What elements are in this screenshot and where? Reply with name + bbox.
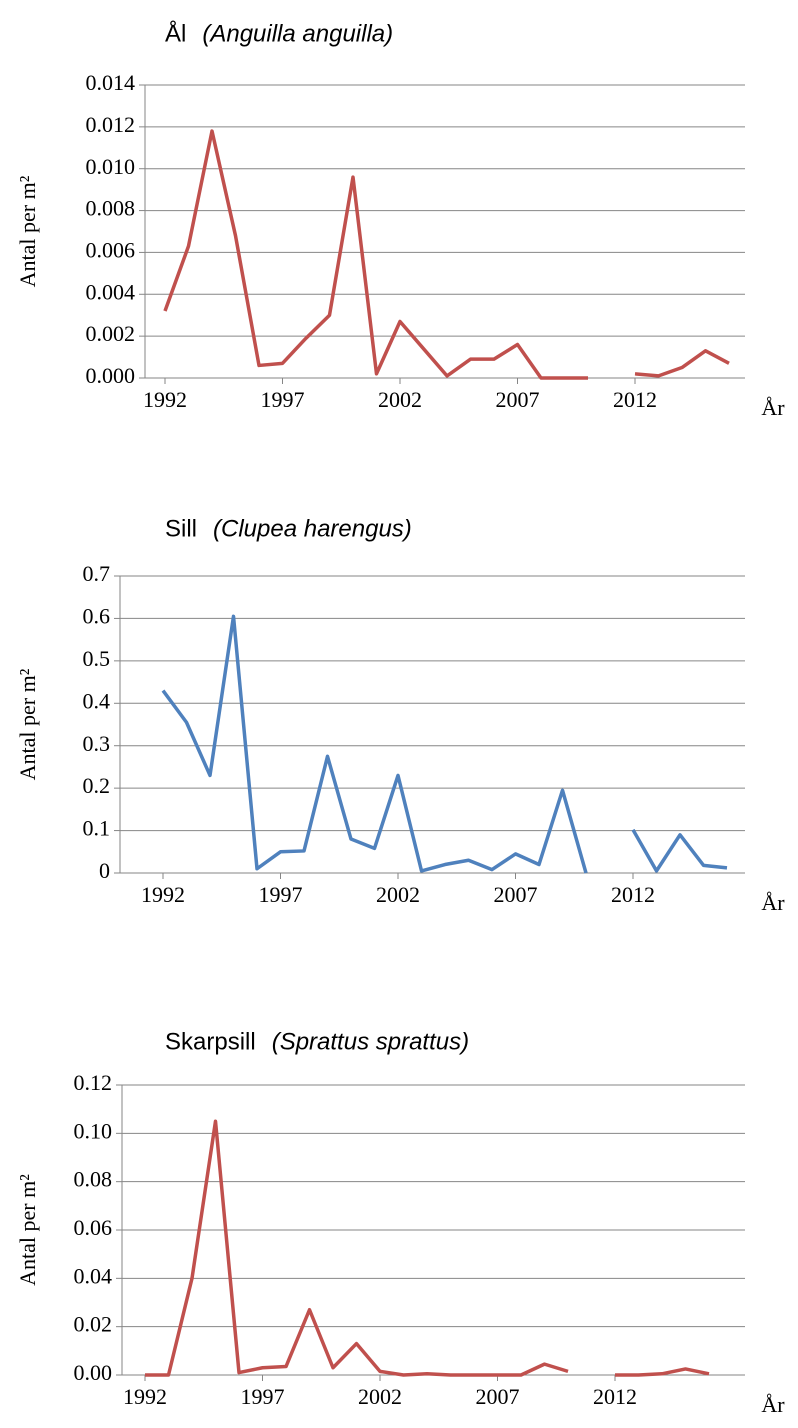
y-tick-label: 0.10 bbox=[74, 1118, 113, 1143]
x-tick-label: 1997 bbox=[241, 1384, 285, 1409]
data-line bbox=[145, 1119, 710, 1377]
x-tick-label: 2002 bbox=[378, 387, 422, 412]
y-tick-label: 0.5 bbox=[83, 646, 111, 671]
y-axis-label: Antal per m² bbox=[15, 668, 40, 780]
x-tick-label: 2007 bbox=[476, 1384, 520, 1409]
chart-subtitle: (Clupea harengus) bbox=[213, 515, 412, 542]
chart-subtitle: (Anguilla anguilla) bbox=[202, 20, 393, 47]
y-tick-label: 0.006 bbox=[86, 237, 136, 262]
y-tick-label: 0.06 bbox=[74, 1215, 113, 1240]
y-tick-label: 0.00 bbox=[74, 1360, 113, 1385]
chart-subtitle: (Sprattus sprattus) bbox=[272, 1028, 469, 1055]
y-axis-label: Antal per m² bbox=[15, 1174, 40, 1286]
chart-title: Skarpsill bbox=[165, 1028, 256, 1055]
y-tick-label: 0.010 bbox=[86, 154, 136, 179]
y-tick-label: 0.002 bbox=[86, 321, 136, 346]
y-tick-label: 0.1 bbox=[83, 816, 111, 841]
x-tick-label: 2012 bbox=[611, 882, 655, 907]
x-tick-label: 1992 bbox=[143, 387, 187, 412]
y-tick-label: 0.000 bbox=[86, 363, 136, 388]
y-tick-label: 0.004 bbox=[86, 279, 136, 304]
x-axis-label: År bbox=[761, 890, 785, 915]
x-tick-label: 2007 bbox=[496, 387, 540, 412]
y-tick-label: 0.3 bbox=[83, 731, 111, 756]
x-tick-label: 2002 bbox=[358, 1384, 402, 1409]
y-tick-label: 0.012 bbox=[86, 112, 136, 137]
x-axis-label: År bbox=[761, 395, 785, 420]
x-tick-label: 2007 bbox=[494, 882, 538, 907]
chart-title: Ål bbox=[165, 19, 186, 47]
y-tick-label: 0.6 bbox=[83, 603, 111, 628]
y-tick-label: 0.04 bbox=[74, 1263, 113, 1288]
y-tick-label: 0.7 bbox=[83, 561, 111, 586]
x-tick-label: 1997 bbox=[259, 882, 303, 907]
x-tick-label: 1992 bbox=[123, 1384, 167, 1409]
y-axis-label: Antal per m² bbox=[15, 175, 40, 287]
data-line bbox=[161, 614, 728, 874]
y-tick-label: 0.008 bbox=[86, 196, 136, 221]
data-line bbox=[163, 129, 730, 380]
y-tick-label: 0 bbox=[99, 858, 110, 883]
y-tick-label: 0.02 bbox=[74, 1312, 113, 1337]
y-tick-label: 0.4 bbox=[83, 688, 111, 713]
x-tick-label: 1992 bbox=[141, 882, 185, 907]
x-tick-label: 1997 bbox=[261, 387, 305, 412]
chart-title: Sill bbox=[165, 515, 197, 542]
x-tick-label: 2012 bbox=[613, 387, 657, 412]
y-tick-label: 0.2 bbox=[83, 773, 111, 798]
y-tick-label: 0.014 bbox=[86, 70, 136, 95]
y-tick-label: 0.12 bbox=[74, 1070, 113, 1095]
x-tick-label: 2012 bbox=[593, 1384, 637, 1409]
x-tick-label: 2002 bbox=[376, 882, 420, 907]
x-axis-label: År bbox=[761, 1392, 785, 1417]
y-tick-label: 0.08 bbox=[74, 1167, 113, 1192]
